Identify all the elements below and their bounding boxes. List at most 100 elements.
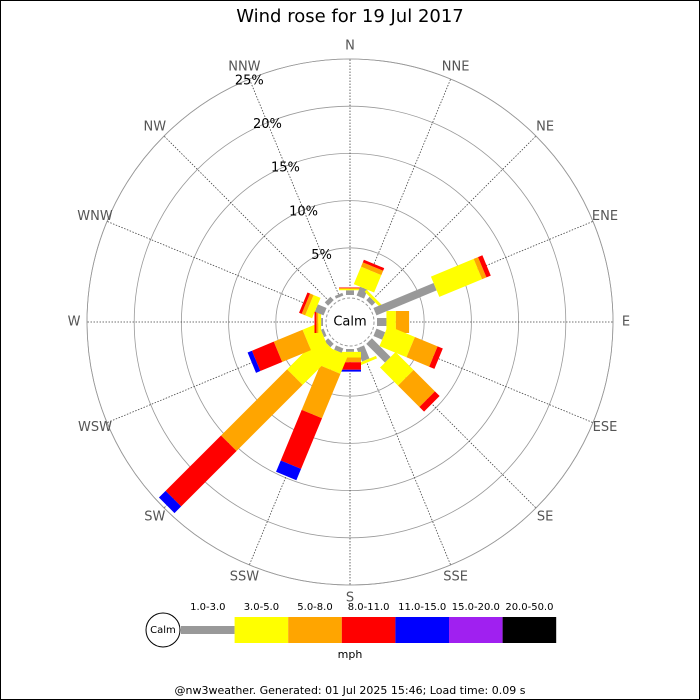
legend-swatch: [449, 617, 503, 643]
footer: @nw3weather. Generated: 01 Jul 2025 15:4…: [175, 684, 526, 697]
bar-segment: [346, 290, 354, 295]
plot-area: [86, 58, 614, 586]
chart-title: Wind rose for 19 Jul 2017: [236, 6, 464, 27]
spoke: [368, 135, 537, 304]
bar-segment: [478, 255, 491, 278]
bar-segment: [273, 329, 311, 363]
ring-label: 20%: [253, 117, 282, 132]
bar-segment: [398, 370, 435, 407]
bar-segment: [321, 318, 323, 326]
legend-calm: [145, 612, 181, 648]
bar-segment: [379, 325, 415, 358]
bar-segment: [334, 292, 344, 299]
calm-label: Calm: [333, 315, 366, 330]
bar-segment: [356, 286, 368, 299]
bar-segment: [353, 266, 382, 293]
ring: [86, 58, 614, 586]
bar-segment: [429, 346, 443, 369]
bar-segment: [324, 296, 334, 306]
legend-calm-label: Calm: [150, 625, 176, 636]
legend-swatch: [395, 617, 449, 643]
bar-segment: [377, 318, 387, 326]
legend-label: 1.0-3.0: [190, 602, 225, 613]
bar-segment: [362, 259, 385, 271]
bar-segment: [301, 365, 341, 419]
bar-segment: [314, 311, 317, 333]
bar-segment: [339, 362, 361, 370]
ring: [133, 105, 567, 539]
bar-segment: [366, 296, 376, 306]
legend-unit: mph: [338, 648, 363, 661]
bar-segment: [301, 293, 314, 316]
bar-segment: [373, 283, 437, 316]
calm-circle: [325, 297, 375, 347]
bar-segment: [430, 258, 483, 297]
bar-segment: [318, 311, 322, 333]
ring: [275, 247, 425, 397]
legend-swatch: [288, 617, 342, 643]
bar-segment: [276, 460, 302, 481]
bar-segment: [221, 369, 303, 451]
bar-segment: [324, 338, 334, 348]
direction-label: N: [345, 39, 355, 54]
bar-segment: [373, 328, 386, 340]
ring-label: 15%: [271, 161, 300, 176]
bar-segment: [366, 338, 391, 363]
bar-segment: [346, 349, 354, 352]
bar-segment: [305, 295, 321, 319]
legend-swatch: [502, 617, 557, 643]
bar-segment: [361, 262, 384, 276]
bar-segment: [165, 435, 237, 507]
ring-label: 25%: [235, 74, 264, 89]
legend-label: 11.0-15.0: [398, 602, 446, 613]
direction-label: SSW: [230, 569, 260, 584]
spoke: [359, 78, 452, 298]
legend-label: 8.0-11.0: [348, 602, 390, 613]
bar-segment: [473, 257, 487, 280]
bar-segment: [364, 289, 383, 308]
spoke: [359, 346, 452, 566]
bar-segment: [339, 288, 361, 291]
bar-segment: [334, 345, 344, 353]
ring-label: 10%: [289, 204, 318, 219]
direction-label: E: [622, 315, 630, 330]
bar-segment: [406, 336, 438, 367]
spoke: [248, 78, 341, 298]
bar-segment: [251, 341, 283, 372]
bar-segment: [339, 287, 361, 289]
legend-label: 15.0-20.0: [452, 602, 500, 613]
legend-swatch: [234, 617, 289, 643]
bar-segment: [356, 345, 370, 362]
direction-label: S: [346, 591, 354, 606]
bar-segment: [247, 350, 261, 373]
legend-label: 5.0-8.0: [297, 602, 332, 613]
legend-label: 3.0-5.0: [244, 602, 279, 613]
bar-segment: [339, 369, 361, 372]
bar-segment: [395, 311, 410, 333]
legend-swatch: [341, 617, 396, 643]
ring-label: 5%: [311, 248, 332, 263]
direction-label: SSE: [443, 569, 468, 584]
spoke: [163, 135, 332, 304]
bar-segment: [316, 311, 319, 333]
direction-label: ESE: [593, 420, 618, 435]
direction-label: NE: [536, 119, 554, 134]
direction-label: NW: [144, 119, 167, 134]
direction-label: SW: [144, 510, 165, 525]
direction-label: NNE: [442, 60, 470, 75]
bar-segment: [320, 328, 327, 338]
bar-segment: [314, 304, 327, 316]
direction-label: W: [68, 315, 81, 330]
legend-label: 20.0-50.0: [505, 602, 553, 613]
legend-swatch: [181, 626, 235, 634]
bar-segment: [287, 336, 336, 385]
bar-segment: [280, 409, 323, 469]
direction-label: WNW: [77, 209, 113, 224]
bar-segment: [299, 292, 311, 314]
direction-label: ENE: [592, 209, 618, 224]
direction-label: SE: [537, 510, 553, 525]
bar-segment: [380, 352, 414, 386]
bar-segment: [419, 391, 440, 412]
direction-label: NNW: [228, 60, 260, 75]
